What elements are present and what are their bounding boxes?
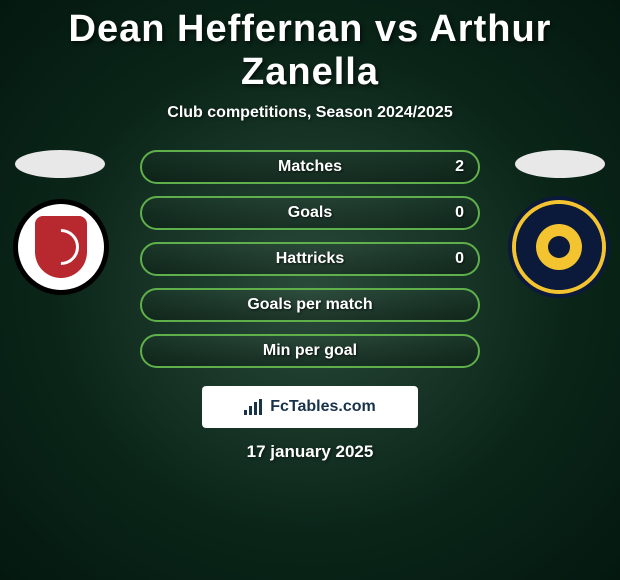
stat-label: Goals per match	[247, 296, 372, 314]
comparison-panel: Matches 2 Goals 0 Hattricks 0 Goals per …	[0, 150, 620, 462]
sun-icon	[536, 224, 582, 270]
brand-text: FcTables.com	[270, 398, 376, 416]
club-badge-right	[516, 204, 602, 290]
stat-label: Goals	[288, 204, 332, 222]
brand-logo[interactable]: FcTables.com	[202, 386, 418, 428]
stat-row-goals-per-match: Goals per match	[140, 288, 480, 322]
stat-row-hattricks: Hattricks 0	[140, 242, 480, 276]
stat-row-goals: Goals 0	[140, 196, 480, 230]
page-title: Dean Heffernan vs Arthur Zanella	[0, 0, 620, 94]
shield-icon	[35, 216, 87, 278]
stat-value: 2	[455, 158, 464, 176]
stat-label: Matches	[278, 158, 342, 176]
date-label: 17 january 2025	[0, 442, 620, 462]
stat-label: Hattricks	[276, 250, 344, 268]
stat-row-matches: Matches 2	[140, 150, 480, 184]
bar-chart-icon	[244, 399, 264, 415]
stats-list: Matches 2 Goals 0 Hattricks 0 Goals per …	[140, 150, 480, 368]
stat-value: 0	[455, 250, 464, 268]
player-photo-right	[515, 150, 605, 178]
subtitle: Club competitions, Season 2024/2025	[0, 104, 620, 122]
stat-row-min-per-goal: Min per goal	[140, 334, 480, 368]
club-badge-left	[18, 204, 104, 290]
stat-value: 0	[455, 204, 464, 222]
player-photo-left	[15, 150, 105, 178]
stat-label: Min per goal	[263, 342, 357, 360]
